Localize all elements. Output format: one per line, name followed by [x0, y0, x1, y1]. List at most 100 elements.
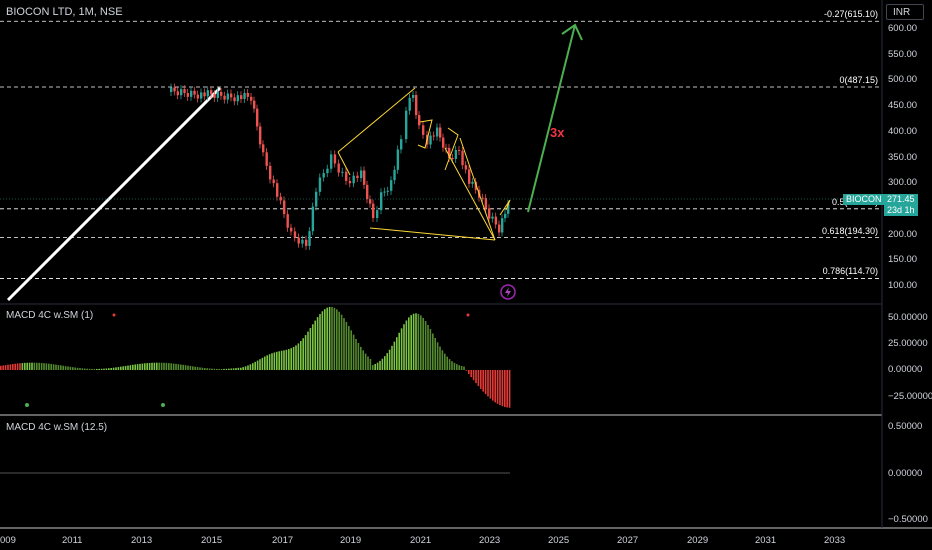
macd-bar — [117, 367, 120, 370]
fib-level-label: 0.618(194.30) — [821, 225, 878, 236]
harmonic-pattern[interactable] — [337, 87, 511, 241]
candle-body — [491, 216, 494, 219]
trend-line[interactable] — [6, 86, 222, 302]
macd-bar — [40, 362, 43, 370]
macd-bar — [12, 364, 14, 370]
macd-bar — [201, 367, 204, 370]
macd-bar — [333, 307, 336, 370]
currency-button[interactable]: INR — [886, 4, 924, 20]
macd-bar — [170, 363, 172, 370]
macd-bar — [477, 370, 480, 387]
candle-body — [488, 208, 491, 219]
macd-bar — [136, 364, 139, 370]
candle-body — [243, 93, 246, 100]
macd-1-title[interactable]: MACD 4C w.SM (1) — [6, 310, 94, 321]
price-axis-label: 150.00 — [888, 254, 918, 266]
macd-bar — [240, 367, 242, 370]
candle-body — [246, 93, 250, 97]
fib-retracement[interactable] — [0, 20, 882, 279]
candle-body — [180, 89, 183, 96]
price-axis-label: 350.00 — [888, 151, 918, 163]
macd-bar — [31, 362, 33, 370]
candle-body — [348, 180, 352, 184]
macd-2-title[interactable]: MACD 4C w.SM (12.5) — [6, 422, 108, 433]
candle-body — [341, 171, 344, 173]
macd-bar — [357, 342, 360, 370]
macd-bar — [256, 360, 259, 370]
candle-body — [360, 170, 363, 179]
macd-bar — [403, 324, 405, 370]
candle-body — [356, 175, 359, 179]
macd-bar — [264, 356, 266, 370]
candle-body — [471, 181, 474, 184]
lightning-icon[interactable] — [500, 284, 516, 300]
candle-body — [272, 179, 275, 184]
macd-bar — [156, 362, 158, 370]
symbol-title: BIOCON LTD, 1M, NSE — [6, 6, 123, 18]
macd-bar — [235, 368, 237, 370]
candle-body — [383, 191, 386, 193]
macd-bar — [115, 367, 117, 370]
macd-bar — [297, 343, 300, 370]
macd-bar — [76, 367, 79, 370]
macd-bar — [350, 330, 352, 370]
macd-bar — [372, 365, 374, 370]
macd-bar — [295, 345, 297, 370]
macd-bar — [151, 362, 153, 370]
candle-body — [318, 177, 322, 192]
candle-body — [386, 190, 390, 192]
countdown-tag: 23d 1h — [884, 205, 918, 216]
macd-bar — [362, 350, 364, 370]
macd-bar — [499, 370, 501, 406]
fib-level-label: 0(487.15) — [839, 75, 878, 85]
candle-body — [193, 90, 196, 95]
candle-body — [256, 108, 259, 127]
macd-bar — [374, 363, 376, 370]
macd-bar — [26, 362, 28, 370]
macd-bar — [64, 366, 67, 370]
macd-bar — [396, 337, 398, 370]
time-axis-label: 2021 — [410, 535, 432, 546]
price-axis-label: 450.00 — [888, 100, 918, 112]
candle-body — [507, 204, 510, 214]
macd-bar — [283, 350, 285, 370]
candle-body — [286, 214, 289, 228]
macd-bar — [453, 362, 456, 370]
candle-body — [186, 93, 190, 97]
candle-body — [481, 197, 484, 199]
candle-body — [498, 224, 501, 233]
macd-bar — [408, 317, 410, 370]
macd-bar — [96, 368, 98, 370]
candle-body — [418, 115, 421, 126]
macd-bar — [24, 362, 26, 370]
candle-body — [226, 93, 230, 100]
macd-bar — [134, 364, 136, 370]
candle-body — [200, 92, 203, 99]
macd-bar — [302, 338, 304, 370]
candle-body — [333, 154, 337, 164]
macd-bar — [429, 329, 432, 370]
candle-body — [474, 181, 478, 190]
macd-bar — [148, 362, 151, 370]
macd-bar — [88, 368, 91, 370]
macd-bar — [52, 364, 55, 370]
price-axis-label: 300.00 — [888, 177, 918, 189]
macd-bar — [254, 361, 256, 370]
candle-body — [330, 154, 333, 169]
macd-bar — [444, 353, 446, 370]
signal-dot — [25, 403, 29, 407]
projection-arrow[interactable] — [527, 23, 583, 213]
candle-body — [396, 149, 400, 170]
macd-bar — [7, 364, 9, 370]
macd-bar — [487, 370, 489, 397]
macd-bar — [312, 324, 314, 370]
candle-body — [400, 139, 403, 150]
macd-bar — [506, 370, 508, 408]
macd-bar — [468, 370, 470, 374]
macd-bar — [492, 370, 494, 401]
macd-bar — [19, 363, 21, 370]
candle-body — [213, 94, 216, 98]
candle-body — [436, 127, 439, 137]
multiplier-annotation[interactable]: 3x — [550, 125, 565, 140]
